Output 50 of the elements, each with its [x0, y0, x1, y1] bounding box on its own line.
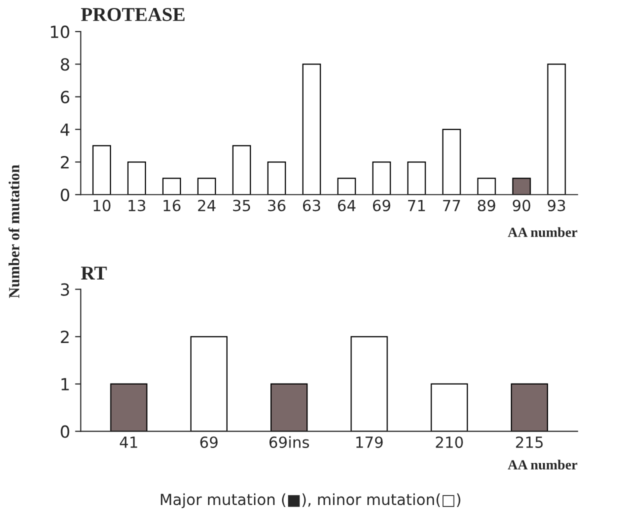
- x-tick-label: 90: [512, 200, 530, 212]
- y-axis-title: Number of mutation: [8, 164, 20, 298]
- x-tick-label: 35: [233, 200, 250, 212]
- x-axis-title: AA number: [508, 227, 578, 238]
- bar: [162, 178, 181, 195]
- y-tick-label: 2: [60, 156, 69, 168]
- bar: [302, 64, 321, 195]
- x-axis-title: AA number: [508, 460, 578, 470]
- bar: [92, 145, 112, 195]
- x-tick-label: 10: [94, 200, 110, 212]
- bar: [372, 161, 391, 195]
- bar: [127, 161, 146, 195]
- x-tick-label: 69: [200, 436, 218, 448]
- y-tick-label: 0: [60, 425, 70, 438]
- x-tick-label: 64: [338, 200, 356, 212]
- y-tick-label: 1: [62, 378, 69, 390]
- x-tick-label: 69ins: [269, 436, 309, 448]
- y-tick-label: 10: [50, 26, 70, 38]
- bar: [407, 161, 426, 195]
- bar: [477, 178, 496, 195]
- x-tick-label: 36: [268, 200, 286, 212]
- bar: [197, 178, 216, 195]
- y-tick-label: 8: [60, 58, 70, 71]
- bar: [512, 178, 531, 195]
- bar: [232, 145, 251, 195]
- y-tick-label: 6: [60, 90, 70, 104]
- x-tick-label: 13: [128, 200, 146, 212]
- x-tick-label: 24: [198, 200, 216, 212]
- y-tick-label: 4: [60, 124, 70, 136]
- y-tick-label: 0: [60, 188, 70, 202]
- x-tick-label: 89: [478, 200, 496, 212]
- bar: [337, 178, 356, 195]
- x-tick-label: 16: [164, 200, 180, 212]
- bar: [547, 64, 566, 195]
- x-tick-label: 41: [120, 436, 138, 448]
- x-tick-label: 93: [548, 200, 566, 212]
- x-tick-label: 215: [516, 436, 543, 448]
- x-tick-label: 63: [302, 200, 320, 212]
- x-tick-label: 69: [372, 200, 390, 212]
- chart-title: PROTEASE: [81, 8, 185, 22]
- x-tick-label: 179: [356, 436, 383, 448]
- text: Major mutation (■), minor mutation(□): [160, 493, 460, 508]
- chart-title: RT: [81, 266, 107, 280]
- x-tick-label: 77: [443, 200, 460, 212]
- y-tick-label: 3: [60, 283, 69, 296]
- y-tick-label: 2: [60, 330, 69, 343]
- bar: [442, 128, 461, 195]
- bar: [267, 161, 286, 195]
- x-tick-label: 71: [408, 200, 425, 212]
- x-tick-label: 210: [436, 436, 463, 448]
